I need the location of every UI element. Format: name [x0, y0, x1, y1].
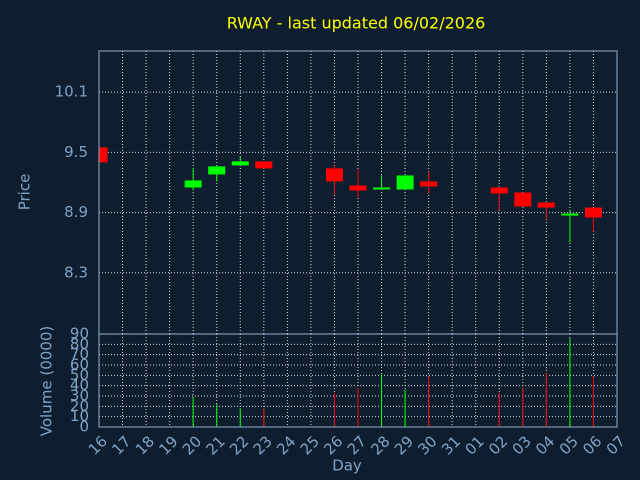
candle-body — [99, 147, 108, 163]
volume-bar — [569, 338, 571, 427]
y-tick-label: 90 — [70, 325, 89, 343]
y-tick-label: 8.9 — [64, 203, 88, 221]
volume-bar — [404, 389, 406, 427]
candle-body — [208, 166, 226, 175]
candle-body — [231, 161, 249, 166]
volume-frame — [98, 333, 618, 428]
candle-body — [490, 187, 508, 194]
y-tick-label: 20 — [70, 397, 89, 415]
volume-bar — [333, 392, 335, 427]
y-axis-label: Volume (0000) — [38, 326, 56, 436]
candle-body — [514, 192, 532, 207]
volume-panel — [98, 333, 618, 428]
volume-bar — [498, 392, 500, 427]
candle-body — [420, 181, 438, 187]
y-tick-label: 8.3 — [64, 263, 88, 281]
candle-body — [349, 185, 367, 191]
volume-bar — [216, 404, 218, 427]
volume-bar — [522, 387, 524, 427]
volume-bar — [428, 376, 430, 427]
x-axis-label: Day — [332, 457, 362, 475]
y-tick-label: 40 — [70, 376, 89, 394]
y-tick-label: 9.5 — [64, 143, 88, 161]
y-tick-label: 10 — [70, 407, 89, 425]
y-tick-label: 50 — [70, 366, 89, 384]
candle-body — [584, 207, 602, 218]
volume-bar — [239, 408, 241, 427]
y-tick-label: 70 — [70, 345, 89, 363]
y-tick-label: 0 — [79, 418, 89, 436]
candle-body — [396, 175, 414, 190]
volume-bar — [545, 373, 547, 427]
volume-bar — [357, 387, 359, 427]
y-tick-label: 60 — [70, 356, 89, 374]
volume-bar — [192, 397, 194, 427]
y-axis-label: Price — [16, 174, 34, 211]
candle-body — [325, 168, 343, 182]
y-tick-label: 80 — [70, 335, 89, 353]
candle-body — [255, 161, 273, 169]
volume-bar — [263, 409, 265, 427]
chart-title: RWAY - last updated 06/02/2026 — [227, 14, 486, 33]
y-tick-label: 10.1 — [55, 83, 88, 101]
candle-body — [561, 213, 579, 216]
volume-bar — [381, 374, 383, 427]
candle-body — [537, 202, 555, 208]
candle-body — [184, 180, 202, 188]
volume-bar — [592, 376, 594, 427]
candle-body — [373, 187, 391, 190]
y-tick-label: 30 — [70, 387, 89, 405]
price-panel — [99, 51, 617, 334]
